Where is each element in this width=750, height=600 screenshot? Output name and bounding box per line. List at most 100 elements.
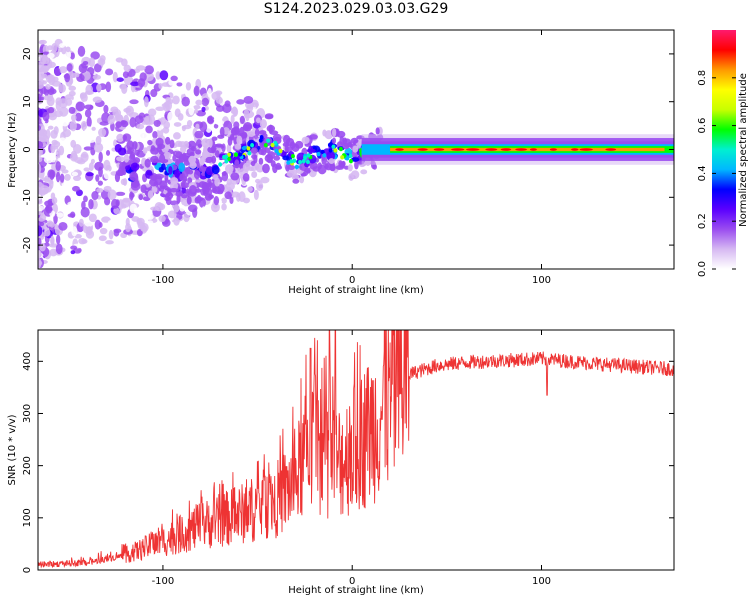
heat-blob xyxy=(173,204,180,213)
heat-blob xyxy=(59,173,65,183)
heat-blob xyxy=(48,74,56,86)
heat-blob xyxy=(225,164,234,174)
heat-blob xyxy=(226,143,232,153)
heat-blob xyxy=(181,96,190,107)
y-tick-label: -20 xyxy=(22,237,33,253)
heat-blob xyxy=(159,154,166,164)
heat-blob xyxy=(88,198,94,210)
heat-blob xyxy=(250,160,256,167)
heat-blob xyxy=(59,66,68,74)
spectrogram-xlabel: Height of straight line (km) xyxy=(288,285,424,296)
snr-ylabel: SNR (10 * v/v) xyxy=(7,414,18,485)
heat-blob xyxy=(84,109,92,118)
heat-blob xyxy=(286,170,295,178)
heat-blob xyxy=(176,82,183,87)
heat-blob xyxy=(224,100,231,107)
carrier-peak xyxy=(571,148,579,151)
heat-blob xyxy=(43,155,54,164)
spectrogram-ylabel: Frequency (Hz) xyxy=(7,112,18,188)
heat-blob xyxy=(174,140,183,148)
heat-peak xyxy=(301,158,306,164)
heat-blob xyxy=(111,198,119,210)
heat-blob xyxy=(213,195,220,206)
heat-blob xyxy=(282,155,290,161)
heat-blob xyxy=(243,108,250,119)
heat-blob xyxy=(129,99,139,105)
heat-blob xyxy=(347,164,353,172)
heat-blob xyxy=(188,104,195,116)
heat-blob xyxy=(57,157,67,162)
heat-blob xyxy=(39,54,47,65)
heat-blob xyxy=(236,135,243,145)
heat-blob xyxy=(163,151,172,160)
heat-blob xyxy=(251,154,258,160)
heat-blob xyxy=(80,120,88,130)
heat-blob xyxy=(56,212,64,218)
carrier-peak xyxy=(515,148,528,151)
heat-blob xyxy=(55,234,61,245)
heat-blob xyxy=(181,125,186,132)
heat-blob xyxy=(174,169,180,178)
heat-blob xyxy=(247,186,253,192)
heat-blob xyxy=(40,73,48,79)
heat-blob xyxy=(183,140,190,149)
heat-peak xyxy=(345,156,350,161)
y-tick-label: -10 xyxy=(22,189,33,205)
heat-blob xyxy=(170,177,179,185)
heat-peak xyxy=(263,142,268,148)
heat-blob xyxy=(64,173,71,181)
heat-peak xyxy=(294,164,299,170)
heat-blob xyxy=(115,169,125,177)
heat-blob xyxy=(140,184,147,194)
heat-blob xyxy=(74,72,80,78)
heat-blob xyxy=(150,145,156,152)
heat-blob xyxy=(205,126,212,133)
colorbar-tick-label: 0.2 xyxy=(697,213,708,229)
heat-blob xyxy=(341,161,346,167)
heat-blob xyxy=(101,216,111,223)
heat-blob xyxy=(95,174,100,182)
heat-blob xyxy=(120,178,127,186)
heat-blob xyxy=(213,123,219,129)
heat-blob xyxy=(336,130,346,138)
heat-blob xyxy=(55,171,61,183)
heat-blob xyxy=(98,128,107,138)
heat-blob xyxy=(157,143,166,150)
heat-peak xyxy=(348,158,353,164)
heat-blob xyxy=(47,125,54,130)
heat-peak xyxy=(224,154,229,159)
heat-blob xyxy=(181,194,188,199)
heat-blob xyxy=(92,96,102,103)
heat-blob xyxy=(168,166,173,175)
heat-blob xyxy=(199,121,208,133)
spectrogram-heatmap xyxy=(38,36,674,269)
heat-blob xyxy=(159,70,169,81)
heat-blob xyxy=(45,204,53,214)
heat-blob xyxy=(45,83,51,90)
heat-blob xyxy=(74,112,83,122)
heat-blob xyxy=(61,181,72,188)
heat-peak xyxy=(305,159,310,165)
heat-blob xyxy=(129,171,139,182)
heat-blob xyxy=(115,57,124,63)
heat-blob xyxy=(38,39,45,45)
heat-blob xyxy=(39,221,45,227)
heat-blob xyxy=(59,43,66,48)
heat-peak xyxy=(340,155,345,160)
heat-blob xyxy=(193,105,201,110)
heat-blob xyxy=(113,228,122,234)
heat-blob xyxy=(86,116,92,128)
y-tick-label: 300 xyxy=(22,404,33,423)
heat-blob xyxy=(49,169,55,181)
heat-blob xyxy=(115,121,122,128)
heat-blob xyxy=(55,243,63,255)
heat-blob xyxy=(194,130,204,139)
x-tick-label: 0 xyxy=(349,576,355,587)
heat-blob xyxy=(127,147,135,154)
heat-blob xyxy=(62,129,72,138)
heat-blob xyxy=(253,189,259,201)
heat-blob xyxy=(169,139,175,149)
heat-blob xyxy=(195,123,200,130)
heat-blob xyxy=(254,162,260,170)
